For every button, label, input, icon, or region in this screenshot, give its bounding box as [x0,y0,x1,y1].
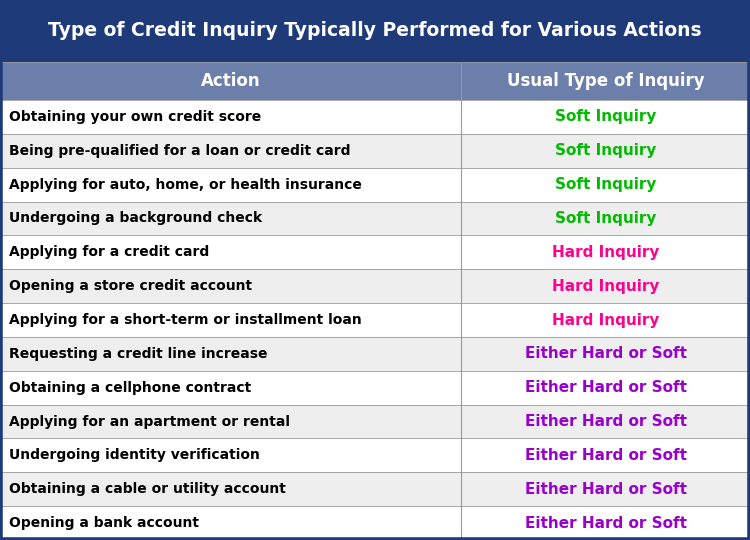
Text: Obtaining your own credit score: Obtaining your own credit score [9,110,261,124]
Bar [0,0,750,62]
Text: Undergoing identity verification: Undergoing identity verification [9,448,260,462]
Text: Either Hard or Soft: Either Hard or Soft [525,380,687,395]
Text: Applying for a short-term or installment loan: Applying for a short-term or installment… [9,313,362,327]
Text: Usual Type of Inquiry: Usual Type of Inquiry [507,72,704,90]
Text: Type of Credit Inquiry Typically Performed for Various Actions: Type of Credit Inquiry Typically Perform… [48,22,702,40]
Text: Either Hard or Soft: Either Hard or Soft [525,448,687,463]
Bar [0,303,750,337]
Bar [0,62,750,100]
Bar [0,371,750,404]
Bar [0,472,750,506]
Bar [0,506,750,540]
Text: Applying for an apartment or rental: Applying for an apartment or rental [9,415,290,429]
Text: Applying for a credit card: Applying for a credit card [9,245,209,259]
Bar [0,168,750,201]
Text: Opening a store credit account: Opening a store credit account [9,279,252,293]
Text: Soft Inquiry: Soft Inquiry [555,177,656,192]
Text: Hard Inquiry: Hard Inquiry [552,279,659,294]
Text: Hard Inquiry: Hard Inquiry [552,313,659,327]
Bar [0,100,750,134]
Text: Being pre-qualified for a loan or credit card: Being pre-qualified for a loan or credit… [9,144,350,158]
Text: Requesting a credit line increase: Requesting a credit line increase [9,347,268,361]
Text: Opening a bank account: Opening a bank account [9,516,199,530]
Bar [0,235,750,269]
Text: Obtaining a cable or utility account: Obtaining a cable or utility account [9,482,286,496]
Bar [0,438,750,472]
Text: Applying for auto, home, or health insurance: Applying for auto, home, or health insur… [9,178,362,192]
Text: Undergoing a background check: Undergoing a background check [9,212,262,226]
Bar [0,337,750,371]
Bar [0,269,750,303]
Bar [0,134,750,168]
Text: Either Hard or Soft: Either Hard or Soft [525,414,687,429]
Text: Obtaining a cellphone contract: Obtaining a cellphone contract [9,381,251,395]
Bar [0,404,750,438]
Text: Soft Inquiry: Soft Inquiry [555,211,656,226]
Text: Either Hard or Soft: Either Hard or Soft [525,482,687,497]
Text: Either Hard or Soft: Either Hard or Soft [525,516,687,531]
Text: Action: Action [201,72,260,90]
Text: Soft Inquiry: Soft Inquiry [555,110,656,124]
Text: Either Hard or Soft: Either Hard or Soft [525,346,687,361]
Text: Hard Inquiry: Hard Inquiry [552,245,659,260]
Text: Soft Inquiry: Soft Inquiry [555,143,656,158]
Bar [0,201,750,235]
